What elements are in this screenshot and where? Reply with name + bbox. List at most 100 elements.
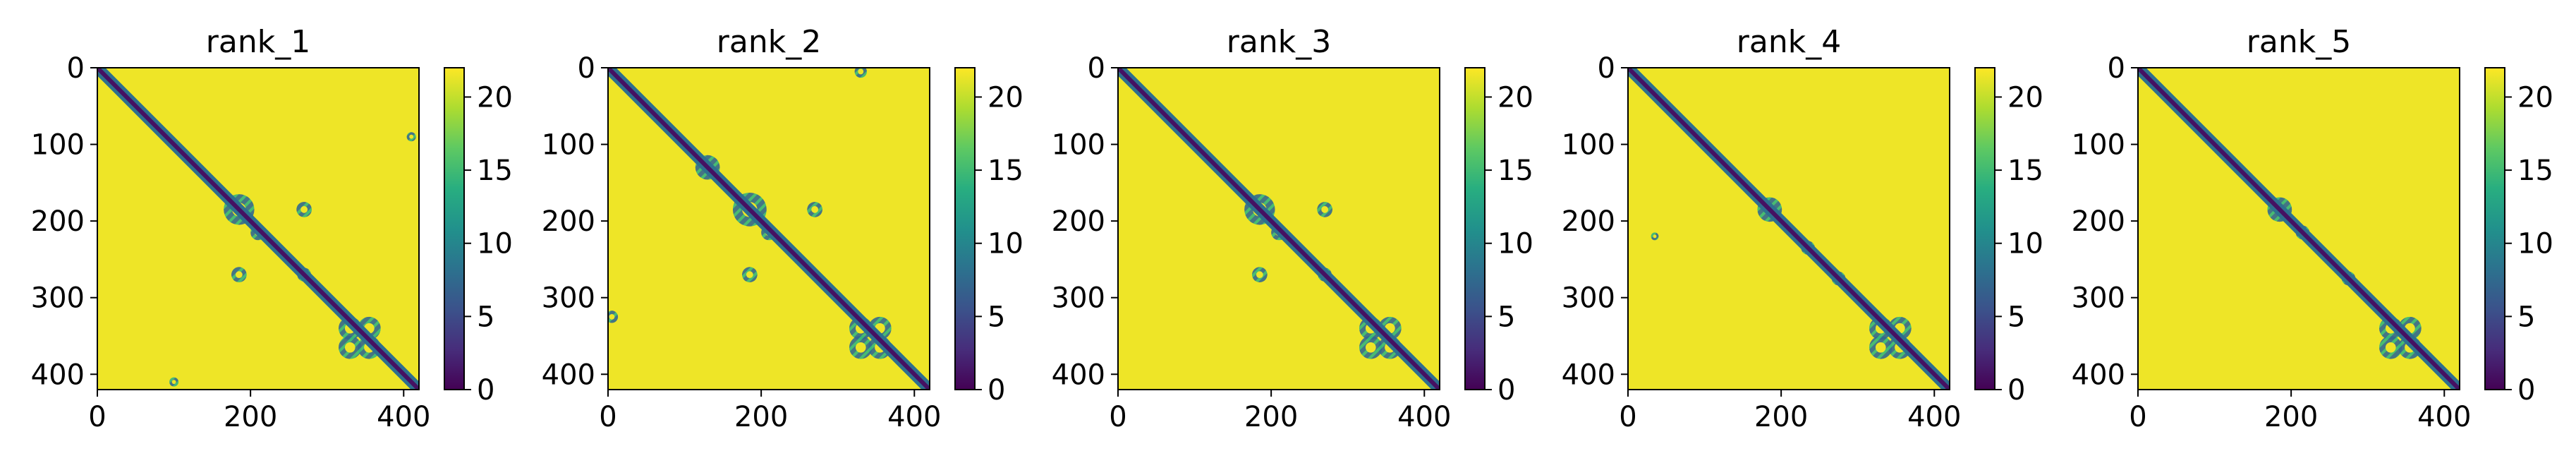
colorbar-tick-label: 15 bbox=[2517, 155, 2553, 187]
x-tick-label: 200 bbox=[1754, 401, 1808, 433]
y-tick-label: 0 bbox=[578, 52, 595, 85]
x-tick-label: 0 bbox=[599, 401, 616, 433]
colorbar-tick-label: 5 bbox=[988, 301, 1005, 333]
y-tick-label: 400 bbox=[1052, 359, 1105, 391]
contact-block-center bbox=[1321, 205, 1329, 213]
axes-frame bbox=[2137, 67, 2460, 390]
y-tick-label: 0 bbox=[1088, 52, 1105, 85]
x-tick-label: 200 bbox=[2264, 401, 2318, 433]
colorbar-tick-label: 10 bbox=[2517, 228, 2553, 260]
y-tick-label: 200 bbox=[542, 205, 595, 238]
y-tick-label: 400 bbox=[1562, 359, 1615, 391]
colorbar-tick-label: 0 bbox=[477, 374, 494, 407]
y-tick-label: 300 bbox=[31, 282, 85, 315]
colorbar bbox=[1974, 67, 1995, 390]
y-tick-label: 200 bbox=[2072, 205, 2125, 238]
colorbar bbox=[1464, 67, 1486, 390]
y-tick-label: 300 bbox=[2072, 282, 2125, 315]
axes-frame bbox=[607, 67, 930, 390]
colorbar-tick-label: 0 bbox=[1497, 374, 1515, 407]
panel-title: rank_2 bbox=[717, 24, 821, 60]
y-tick-label: 0 bbox=[1598, 52, 1615, 85]
colorbar bbox=[954, 67, 976, 390]
contact-block-center bbox=[858, 68, 864, 75]
contact-block-center bbox=[1653, 234, 1657, 239]
y-tick-label: 100 bbox=[1052, 129, 1105, 162]
y-tick-label: 400 bbox=[31, 359, 85, 391]
axes-frame bbox=[1117, 67, 1440, 390]
contact-block-center bbox=[609, 313, 615, 320]
panel-title: rank_1 bbox=[206, 24, 310, 60]
contact-block-center bbox=[2385, 342, 2396, 353]
contact-block-center bbox=[746, 271, 753, 279]
colorbar-tick-label: 5 bbox=[477, 301, 494, 333]
y-tick-label: 200 bbox=[1562, 205, 1615, 238]
panel-title: rank_5 bbox=[2247, 24, 2351, 60]
contact-block-center bbox=[1365, 342, 1376, 353]
x-tick-label: 200 bbox=[224, 401, 277, 433]
colorbar bbox=[444, 67, 465, 390]
contact-block-center bbox=[300, 205, 308, 213]
contact-block-center bbox=[235, 271, 243, 279]
colorbar-tick-label: 20 bbox=[2517, 81, 2553, 114]
x-tick-label: 0 bbox=[2129, 401, 2146, 433]
diagonal-line bbox=[608, 68, 930, 390]
y-tick-label: 100 bbox=[2072, 129, 2125, 162]
panel-title: rank_3 bbox=[1227, 24, 1331, 60]
y-tick-label: 400 bbox=[2072, 359, 2125, 391]
x-tick-label: 400 bbox=[1907, 401, 1961, 433]
contact-block-center bbox=[1875, 342, 1886, 353]
contact-block-center bbox=[1256, 271, 1263, 279]
y-tick-label: 300 bbox=[542, 282, 595, 315]
colorbar-tick-label: 10 bbox=[1497, 228, 1533, 260]
colorbar bbox=[2484, 67, 2505, 390]
colorbar-tick-label: 0 bbox=[988, 374, 1005, 407]
x-tick-label: 400 bbox=[2417, 401, 2471, 433]
diagonal-line bbox=[1118, 68, 1440, 390]
colorbar-tick-label: 5 bbox=[2007, 301, 2025, 333]
colorbar-tick-label: 10 bbox=[477, 228, 513, 260]
panel-title: rank_4 bbox=[1737, 24, 1841, 60]
x-tick-label: 400 bbox=[377, 401, 430, 433]
y-tick-label: 200 bbox=[1052, 205, 1105, 238]
axes-frame bbox=[1627, 67, 1950, 390]
colorbar-tick-label: 0 bbox=[2007, 374, 2025, 407]
x-tick-label: 0 bbox=[88, 401, 106, 433]
colorbar-tick-label: 15 bbox=[988, 155, 1023, 187]
x-tick-label: 0 bbox=[1619, 401, 1636, 433]
diagonal-line bbox=[2138, 68, 2460, 390]
y-tick-label: 200 bbox=[31, 205, 85, 238]
contact-block-center bbox=[344, 342, 356, 353]
contact-block-center bbox=[855, 342, 866, 353]
x-tick-label: 400 bbox=[887, 401, 941, 433]
y-tick-label: 100 bbox=[542, 129, 595, 162]
contact-block-center bbox=[811, 205, 819, 213]
colorbar-tick-label: 0 bbox=[2517, 374, 2535, 407]
axes-frame bbox=[97, 67, 420, 390]
y-tick-label: 0 bbox=[2108, 52, 2125, 85]
colorbar-tick-label: 15 bbox=[1497, 155, 1533, 187]
x-tick-label: 400 bbox=[1397, 401, 1451, 433]
colorbar-tick-label: 10 bbox=[988, 228, 1023, 260]
colorbar-tick-label: 20 bbox=[477, 81, 513, 114]
y-tick-label: 0 bbox=[67, 52, 85, 85]
x-tick-label: 200 bbox=[1244, 401, 1298, 433]
colorbar-tick-label: 15 bbox=[477, 155, 513, 187]
y-tick-label: 300 bbox=[1052, 282, 1105, 315]
colorbar-tick-label: 20 bbox=[2007, 81, 2043, 114]
y-tick-label: 300 bbox=[1562, 282, 1615, 315]
x-tick-label: 200 bbox=[734, 401, 788, 433]
diagonal-line bbox=[1628, 68, 1950, 390]
contact-block-center bbox=[171, 380, 176, 385]
colorbar-tick-label: 15 bbox=[2007, 155, 2043, 187]
diagonal-line bbox=[97, 68, 419, 390]
y-tick-label: 100 bbox=[31, 129, 85, 162]
colorbar-tick-label: 5 bbox=[2517, 301, 2535, 333]
x-tick-label: 0 bbox=[1109, 401, 1126, 433]
y-tick-label: 400 bbox=[542, 359, 595, 391]
